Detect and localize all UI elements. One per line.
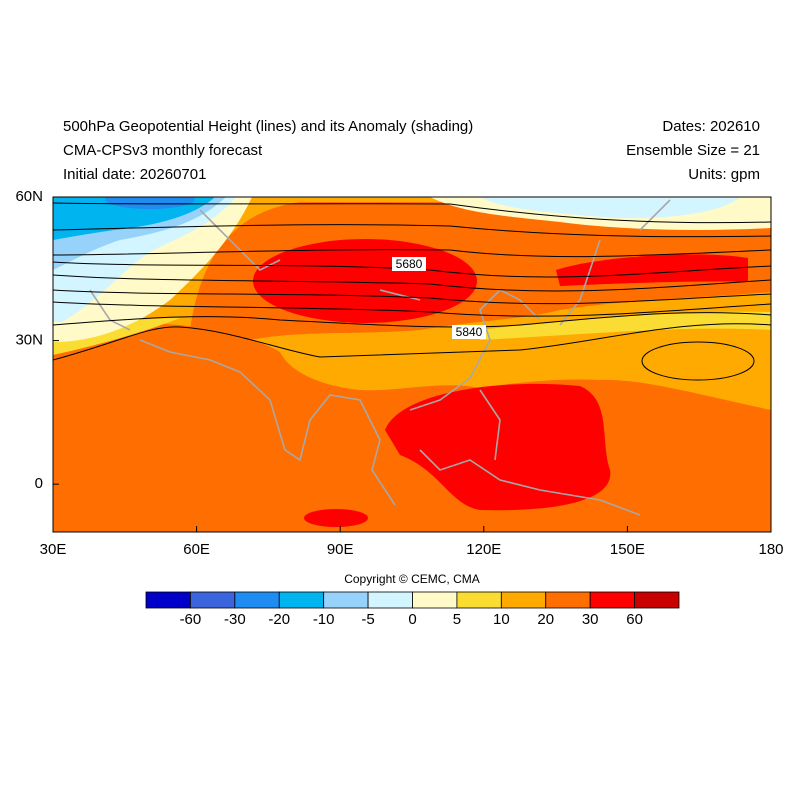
colorbar-label: 10 — [493, 611, 510, 628]
colorbar-swatch — [367, 591, 413, 609]
contour-label-box — [452, 325, 486, 339]
units: Units: gpm — [688, 166, 760, 183]
contour-label-box — [392, 257, 426, 271]
contour-label: 5680 — [396, 257, 423, 271]
contours — [53, 202, 771, 381]
colorbar-label: 0 — [408, 611, 416, 628]
colorbar-swatch — [323, 591, 369, 609]
colorbar-label: 30 — [582, 611, 599, 628]
copyright: Copyright © CEMC, CMA — [344, 572, 480, 586]
colorbar-swatch — [190, 591, 236, 609]
colorbar-label: -20 — [268, 611, 290, 628]
lat-tick-label: 0 — [35, 475, 43, 492]
colorbar-swatch — [234, 591, 280, 609]
colorbar-swatch — [278, 591, 325, 609]
colorbar-swatch — [456, 591, 502, 609]
colorbar-label: 60 — [626, 611, 643, 628]
colorbar-swatch — [500, 591, 547, 609]
contour-label: 5840 — [456, 325, 483, 339]
lon-tick-label: 150E — [610, 541, 645, 558]
lon-tick-label: 90E — [327, 541, 354, 558]
lon-tick-label: 30E — [40, 541, 67, 558]
lon-tick-label: 60E — [183, 541, 210, 558]
colorbar-swatch — [145, 591, 191, 609]
colorbar-label: 20 — [537, 611, 554, 628]
colorbar-label: 5 — [453, 611, 461, 628]
colorbar-swatch — [589, 591, 635, 609]
dates: Dates: 202610 — [662, 118, 760, 135]
colorbar-label: -30 — [224, 611, 246, 628]
colorbar-swatch — [634, 591, 680, 609]
lat-tick-label: 30N — [15, 332, 43, 349]
ensemble: Ensemble Size = 21 — [626, 142, 760, 159]
colorbar-swatch — [545, 591, 591, 609]
shading — [53, 197, 771, 532]
colorbar-label: -10 — [313, 611, 335, 628]
title: 500hPa Geopotential Height (lines) and i… — [63, 118, 473, 135]
lon-tick-label: 180 — [758, 541, 783, 558]
model: CMA-CPSv3 monthly forecast — [63, 142, 263, 159]
colorbar-swatch — [412, 591, 458, 609]
colorbar-label: -5 — [361, 611, 374, 628]
lat-tick-label: 60N — [15, 188, 43, 205]
colorbar-label: -60 — [180, 611, 202, 628]
map-frame — [52, 196, 772, 533]
initial-date: Initial date: 20260701 — [63, 166, 206, 183]
lon-tick-label: 120E — [466, 541, 501, 558]
